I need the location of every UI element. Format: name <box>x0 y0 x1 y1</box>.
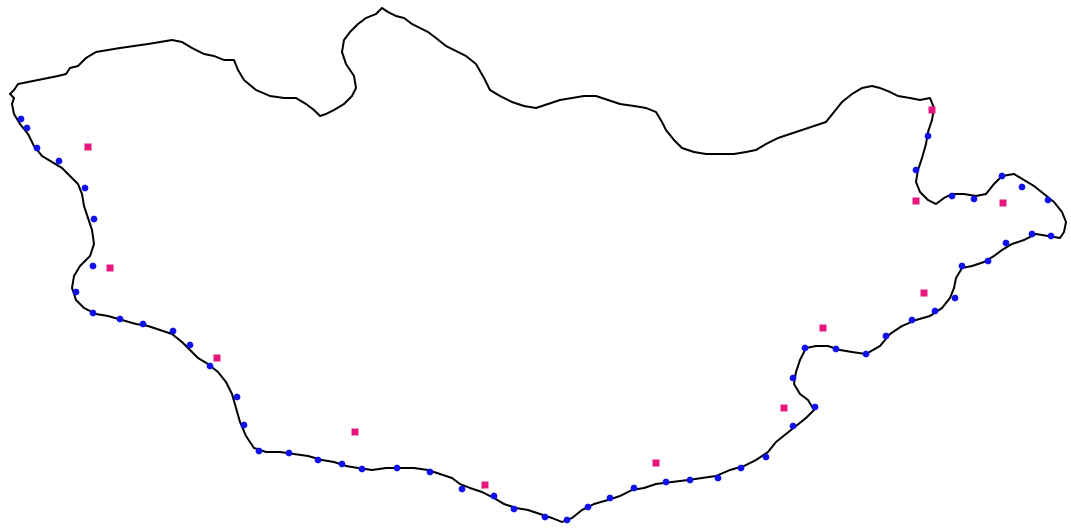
border-point <box>458 485 466 493</box>
border-point <box>72 288 80 296</box>
border-point <box>998 172 1006 180</box>
border-point <box>240 421 248 429</box>
border-point <box>737 464 745 472</box>
border-point <box>984 257 992 265</box>
border-points-layer <box>17 115 1055 524</box>
border-point <box>89 262 97 270</box>
border-point <box>186 341 194 349</box>
border-point <box>17 115 25 123</box>
border-point <box>789 374 797 382</box>
border-point <box>116 315 124 323</box>
outline-layer <box>9 7 1067 523</box>
border-point <box>1047 232 1055 240</box>
border-point <box>206 362 214 370</box>
border-point <box>89 309 97 317</box>
border-point <box>81 184 89 192</box>
border-point <box>23 124 31 132</box>
interior-point <box>928 106 936 114</box>
interior-point <box>351 428 359 436</box>
interior-point <box>481 481 489 489</box>
border-point <box>924 132 932 140</box>
border-point <box>563 516 571 524</box>
border-point <box>811 403 819 411</box>
border-point <box>958 262 966 270</box>
border-point <box>541 513 549 521</box>
interior-point <box>999 199 1007 207</box>
interior-point <box>84 143 92 151</box>
interior-point <box>106 264 114 272</box>
border-point <box>1044 196 1052 204</box>
border-point <box>931 307 939 315</box>
border-point <box>1002 239 1010 247</box>
border-point <box>882 332 890 340</box>
interior-point <box>213 354 221 362</box>
border-point <box>393 464 401 472</box>
border-point <box>801 344 809 352</box>
border-point <box>1028 230 1036 238</box>
border-point <box>584 503 592 511</box>
border-point <box>33 144 41 152</box>
border-point <box>169 327 177 335</box>
interior-points-layer <box>84 106 1007 489</box>
border-point <box>714 474 722 482</box>
border-point <box>90 215 98 223</box>
interior-point <box>912 197 920 205</box>
border-point <box>426 468 434 476</box>
border-point <box>285 449 293 457</box>
country-outline <box>9 7 1067 523</box>
border-point <box>490 492 498 500</box>
border-point <box>233 393 241 401</box>
border-point <box>338 460 346 468</box>
border-point <box>912 166 920 174</box>
interior-point <box>780 404 788 412</box>
border-point <box>55 157 63 165</box>
interior-point <box>652 459 660 467</box>
border-point <box>630 484 638 492</box>
border-point <box>762 453 770 461</box>
border-point <box>970 195 978 203</box>
border-point <box>789 422 797 430</box>
border-point <box>948 192 956 200</box>
border-point <box>951 294 959 302</box>
border-point <box>139 320 147 328</box>
border-point <box>908 316 916 324</box>
border-point <box>832 345 840 353</box>
border-point <box>1018 183 1026 191</box>
border-point <box>862 350 870 358</box>
border-point <box>686 476 694 484</box>
interior-point <box>819 324 827 332</box>
border-point <box>662 478 670 486</box>
border-point <box>255 447 263 455</box>
border-point <box>358 465 366 473</box>
border-point <box>314 456 322 464</box>
interior-point <box>920 289 928 297</box>
border-point <box>606 494 614 502</box>
border-point <box>510 505 518 513</box>
